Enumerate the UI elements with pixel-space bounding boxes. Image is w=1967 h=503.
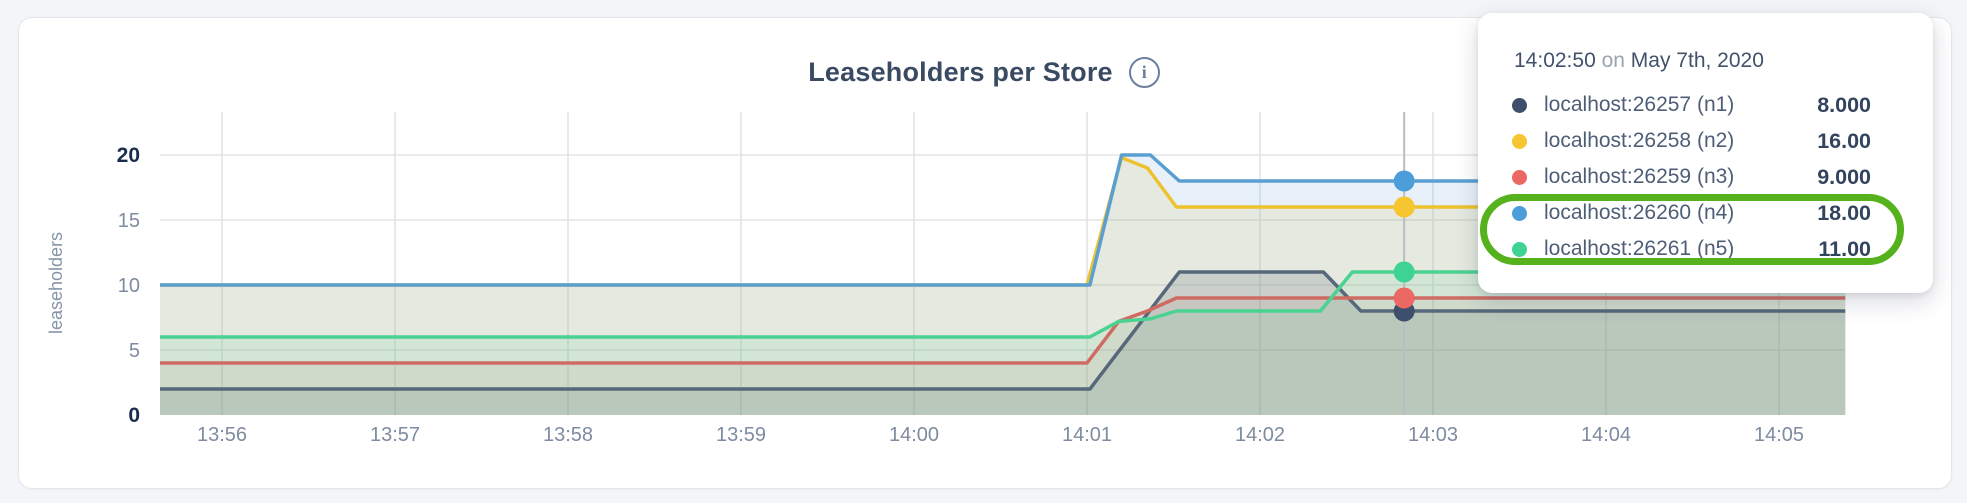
y-axis-title: leaseholders <box>46 232 66 334</box>
x-tick-label: 13:57 <box>370 424 420 446</box>
info-icon[interactable]: i <box>1128 56 1160 88</box>
series-color-dot <box>1512 241 1527 257</box>
y-tick-label: 20 <box>117 144 140 167</box>
tooltip-time: 14:02:50 <box>1514 49 1596 72</box>
series-line-n5 <box>160 270 1846 339</box>
series-area-n1 <box>160 272 1846 415</box>
y-tick-label: 15 <box>118 210 140 232</box>
tooltip-conjunction: on <box>1601 49 1625 72</box>
x-tick-label: 14:01 <box>1062 424 1112 446</box>
x-tick-label: 13:58 <box>543 424 593 446</box>
x-tick-label: 14:05 <box>1754 424 1804 446</box>
y-tick-label: 5 <box>129 340 140 362</box>
x-tick-label: 13:56 <box>197 424 247 446</box>
y-tick-label: 10 <box>118 275 140 297</box>
hover-dot-n3 <box>1393 287 1415 309</box>
hover-dot-n2 <box>1393 196 1415 218</box>
series-value: 11.00 <box>1818 236 1871 261</box>
series-label: localhost:26257 (n1) <box>1544 93 1735 116</box>
series-line-n3 <box>160 296 1846 365</box>
tooltip-series-row: localhost:26261 (n5) 11.00 <box>1512 231 1899 267</box>
series-value: 16.00 <box>1817 128 1871 153</box>
tooltip-date: May 7th, 2020 <box>1630 49 1764 72</box>
series-label: localhost:26260 (n4) <box>1544 201 1735 224</box>
series-label: localhost:26259 (n3) <box>1544 165 1735 188</box>
tooltip-series-row: localhost:26258 (n2) 16.00 <box>1512 123 1899 159</box>
x-tick-label: 14:03 <box>1408 424 1458 446</box>
series-color-dot <box>1512 97 1527 113</box>
series-line-n1 <box>160 270 1846 391</box>
series-color-dot <box>1512 133 1527 149</box>
series-line-n4 <box>160 153 1846 287</box>
tooltip-timestamp: 14:02:50 on May 7th, 2020 <box>1512 49 1899 73</box>
series-value: 8.000 <box>1817 92 1871 117</box>
x-tick-label: 14:04 <box>1581 424 1631 446</box>
series-label: localhost:26261 (n5) <box>1544 237 1735 260</box>
y-tick-label: 0 <box>128 404 140 427</box>
hover-dot-n4 <box>1393 170 1415 192</box>
hover-tooltip: 14:02:50 on May 7th, 2020 localhost:2625… <box>1478 13 1933 293</box>
x-tick-label: 14:02 <box>1235 424 1285 446</box>
series-color-dot <box>1512 169 1527 185</box>
series-label: localhost:26258 (n2) <box>1544 129 1735 152</box>
series-area-n5 <box>160 272 1846 415</box>
tooltip-series-row: localhost:26257 (n1) 8.000 <box>1512 87 1899 123</box>
hover-dot-n5 <box>1393 261 1415 283</box>
series-area-n3 <box>160 298 1846 415</box>
tooltip-series-row: localhost:26259 (n3) 9.000 <box>1512 159 1899 195</box>
x-tick-label: 14:00 <box>889 424 939 446</box>
series-color-dot <box>1512 205 1527 221</box>
series-value: 9.000 <box>1817 164 1871 189</box>
series-value: 18.00 <box>1817 200 1871 225</box>
tooltip-series-row: localhost:26260 (n4) 18.00 <box>1512 195 1899 231</box>
tooltip-series-list: localhost:26257 (n1) 8.000 localhost:26258… <box>1512 87 1899 267</box>
x-tick-label: 13:59 <box>716 424 766 446</box>
